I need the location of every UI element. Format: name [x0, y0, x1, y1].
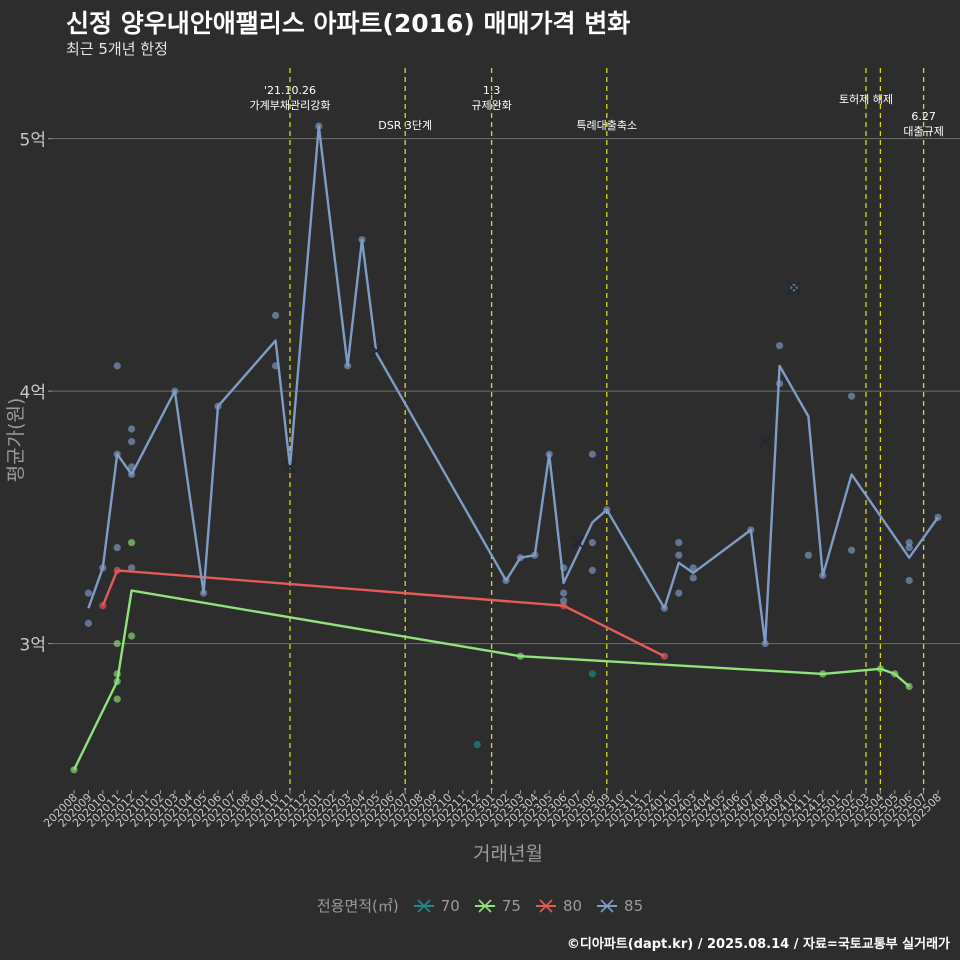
data-point-85 — [905, 539, 913, 547]
data-point-85 — [588, 566, 597, 574]
data-point-85 — [113, 362, 121, 370]
legend: 전용면적(㎡) 70 75 80 85 — [0, 895, 960, 916]
data-point-85 — [84, 589, 92, 597]
y-tick-label: 3억 — [20, 636, 46, 656]
data-point-85 — [588, 450, 597, 458]
chart-subtitle: 최근 5개년 한정 — [66, 40, 168, 58]
event-label: 1.3 규제완화 — [471, 84, 511, 112]
legend-label: 70 — [440, 896, 460, 915]
legend-key-icon — [597, 898, 618, 913]
chart-title: 신정 양우내안애팰리스 아파트(2016) 매매가격 변화 — [66, 9, 631, 38]
data-point-75 — [128, 632, 136, 640]
data-point-70 — [473, 740, 481, 749]
legend-key-icon — [413, 898, 434, 913]
series-lines — [72, 124, 939, 771]
legend-item-80: 80 — [535, 896, 582, 916]
data-point-85 — [905, 544, 913, 552]
legend-title: 전용면적(㎡) — [316, 897, 399, 915]
data-point-85 — [560, 589, 568, 597]
data-point-85 — [689, 574, 697, 582]
data-point-85 — [905, 576, 913, 585]
data-point-85 — [689, 564, 697, 572]
event-label: '21.10.26 가계부채관리강화 — [250, 84, 331, 112]
legend-item-85: 85 — [596, 896, 643, 916]
event-label: DSR 3단계 — [378, 119, 432, 132]
event-label: 토허제 해제 — [839, 92, 893, 106]
y-tick-label: 4억 — [20, 383, 46, 403]
grid-lines — [52, 138, 960, 645]
cross-markers — [283, 281, 801, 550]
legend-label: 85 — [624, 896, 644, 915]
data-point-85 — [128, 438, 136, 446]
cross-marker-85 — [283, 460, 297, 474]
cross-marker-85 — [369, 344, 383, 358]
event-label: 특례대출축소 — [576, 119, 637, 132]
legend-item-75: 75 — [474, 896, 521, 916]
data-point-85 — [128, 564, 136, 572]
legend-label: 80 — [562, 896, 583, 915]
data-point-85 — [588, 539, 597, 547]
cross-marker-85 — [571, 536, 585, 550]
data-point-85 — [776, 342, 784, 350]
cross-marker-85 — [758, 435, 772, 449]
data-point-85 — [675, 551, 683, 559]
data-point-85 — [675, 589, 683, 597]
legend-item-70: 70 — [413, 896, 460, 916]
y-tick-label: 5억 — [20, 131, 46, 151]
legend-key-icon — [535, 898, 556, 913]
data-point-75 — [113, 639, 121, 648]
y-axis-title: 평균가(원) — [5, 398, 27, 483]
cross-marker-85 — [787, 281, 801, 295]
data-point-70 — [588, 670, 597, 678]
data-point-85 — [272, 311, 280, 319]
source-caption: ©디아파트(dapt.kr) / 2025.08.14 / 자료=국토교통부 실… — [566, 937, 950, 952]
series-line-85 — [87, 124, 939, 645]
legend-items: 70 75 80 85 — [413, 896, 643, 916]
series-line-75 — [72, 589, 910, 771]
data-point-85 — [84, 619, 92, 627]
data-point-85 — [848, 546, 856, 554]
data-point-85 — [128, 425, 136, 433]
x-axis: 2020082020092020102020112020122021012021… — [41, 790, 944, 830]
data-point-85 — [675, 539, 683, 547]
y-axis: 3억 4억 5억 — [20, 131, 52, 656]
x-axis-title: 거래년월 — [473, 843, 543, 865]
data-point-85 — [113, 544, 121, 552]
legend-key-icon — [474, 898, 495, 913]
data-point-85 — [560, 597, 568, 605]
event-label: 6.27 대출규제 — [903, 110, 943, 138]
legend-label: 75 — [501, 896, 521, 915]
data-point-75 — [113, 695, 121, 703]
data-point-75 — [128, 539, 136, 547]
series-line-80 — [101, 569, 665, 658]
data-point-85 — [804, 551, 813, 559]
data-point-85 — [848, 392, 856, 400]
